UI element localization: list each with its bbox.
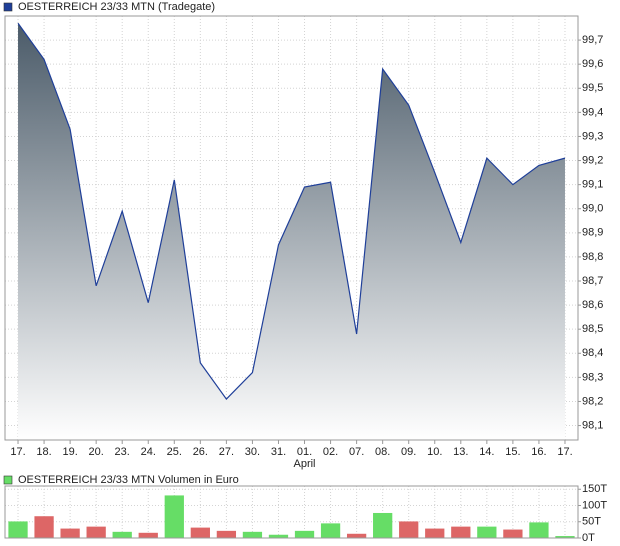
bar <box>320 523 341 538</box>
bar <box>555 536 575 538</box>
plot-frame <box>4 485 579 539</box>
x-tick-label: 26. <box>193 446 208 458</box>
bar <box>86 526 106 538</box>
bar <box>112 531 132 538</box>
y-tick-label: 98,3 <box>582 371 603 383</box>
bar <box>242 531 263 538</box>
y-tick-label: 98,7 <box>582 275 603 287</box>
x-tick-label: 09. <box>401 446 416 458</box>
bar <box>8 521 28 538</box>
x-tick-label: 23. <box>115 446 130 458</box>
y-tick-label: 98,1 <box>582 419 603 431</box>
y-tick-label: 98,5 <box>582 323 603 335</box>
y-tick-label: 150T <box>582 483 607 495</box>
chart-title: OESTERREICH 23/33 MTN (Tradegate) <box>18 1 215 13</box>
plot-frame <box>4 15 579 441</box>
bar <box>529 522 549 538</box>
y-tick-label: 50T <box>582 516 601 528</box>
x-sub-label: April <box>294 458 316 470</box>
legend-swatch <box>3 475 13 485</box>
x-tick-label: 18. <box>36 446 51 458</box>
area <box>18 23 565 441</box>
x-tick-label: 16. <box>531 446 546 458</box>
bar <box>164 495 184 538</box>
y-tick-label: 98,6 <box>582 299 603 311</box>
x-tick-label: 31. <box>271 446 286 458</box>
x-tick-label: 25. <box>167 446 182 458</box>
y-tick-label: 99,6 <box>582 58 603 70</box>
x-tick-label: 02. <box>323 446 338 458</box>
y-tick-label: 99,7 <box>582 34 603 46</box>
y-tick-label: 98,9 <box>582 227 603 239</box>
x-tick-label: 17. <box>10 446 25 458</box>
bar <box>503 529 523 538</box>
x-tick-label: 19. <box>62 446 77 458</box>
bar <box>399 521 419 538</box>
x-tick-label: 27. <box>219 446 234 458</box>
x-tick-label: 08. <box>375 446 390 458</box>
bar <box>373 512 393 538</box>
chart-title: OESTERREICH 23/33 MTN Volumen in Euro <box>18 474 239 486</box>
y-tick-label: 0T <box>582 532 595 544</box>
bar <box>346 533 367 538</box>
y-tick-label: 98,4 <box>582 347 603 359</box>
x-tick-label: 30. <box>245 446 260 458</box>
y-tick-label: 98,2 <box>582 395 603 407</box>
x-tick-label: 17. <box>557 446 572 458</box>
y-tick-label: 100T <box>582 499 607 511</box>
x-tick-label: 24. <box>141 446 156 458</box>
y-tick-label: 99,4 <box>582 106 603 118</box>
bar <box>60 528 80 538</box>
y-tick-label: 99,1 <box>582 179 603 191</box>
y-tick-label: 99,0 <box>582 203 603 215</box>
y-tick-label: 99,5 <box>582 82 603 94</box>
bar <box>425 528 445 538</box>
y-tick-label: 99,3 <box>582 130 603 142</box>
x-tick-label: 01. <box>297 446 312 458</box>
bar <box>216 530 237 538</box>
bar <box>190 527 210 538</box>
bar <box>268 534 289 538</box>
bar <box>294 530 315 538</box>
y-tick-label: 98,8 <box>582 251 603 263</box>
x-tick-label: 10. <box>427 446 442 458</box>
x-tick-label: 13. <box>453 446 468 458</box>
bar <box>451 526 471 538</box>
bar <box>138 532 158 538</box>
x-tick-label: 14. <box>479 446 494 458</box>
bar <box>477 526 497 538</box>
bar <box>34 516 54 538</box>
x-tick-label: 15. <box>505 446 520 458</box>
line <box>17 22 566 400</box>
x-tick-label: 20. <box>89 446 104 458</box>
legend-swatch <box>3 2 13 12</box>
y-tick-label: 99,2 <box>582 154 603 166</box>
x-tick-label: 07. <box>349 446 364 458</box>
